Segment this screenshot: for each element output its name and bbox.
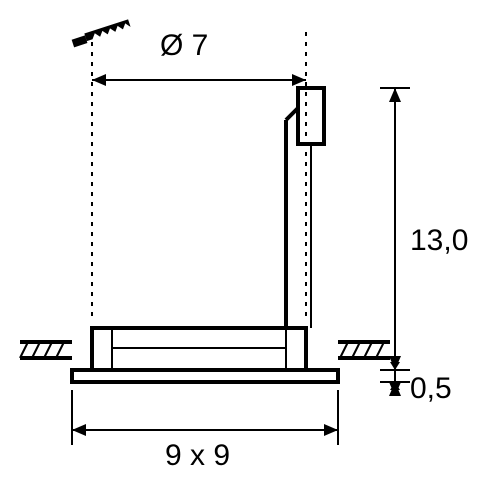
dim-base-label: 9 x 9 bbox=[165, 439, 230, 472]
fixture bbox=[20, 88, 390, 382]
dim-cutout-label: Ø 7 bbox=[160, 29, 208, 62]
ceiling-tab-left bbox=[20, 342, 72, 358]
dim-height: 13,0 bbox=[380, 88, 468, 370]
dim-base: 9 x 9 bbox=[72, 390, 338, 472]
ceiling-tab-right bbox=[338, 342, 390, 358]
dim-flange-label: 0,5 bbox=[410, 372, 452, 405]
dim-cutout-diameter: Ø 7 bbox=[92, 29, 306, 86]
dim-height-label: 13,0 bbox=[410, 224, 468, 257]
saw-icon bbox=[71, 19, 131, 47]
dimension-diagram: Ø 7 13,0 0,5 9 x 9 bbox=[0, 0, 500, 500]
dim-flange: 0,5 bbox=[380, 362, 452, 405]
